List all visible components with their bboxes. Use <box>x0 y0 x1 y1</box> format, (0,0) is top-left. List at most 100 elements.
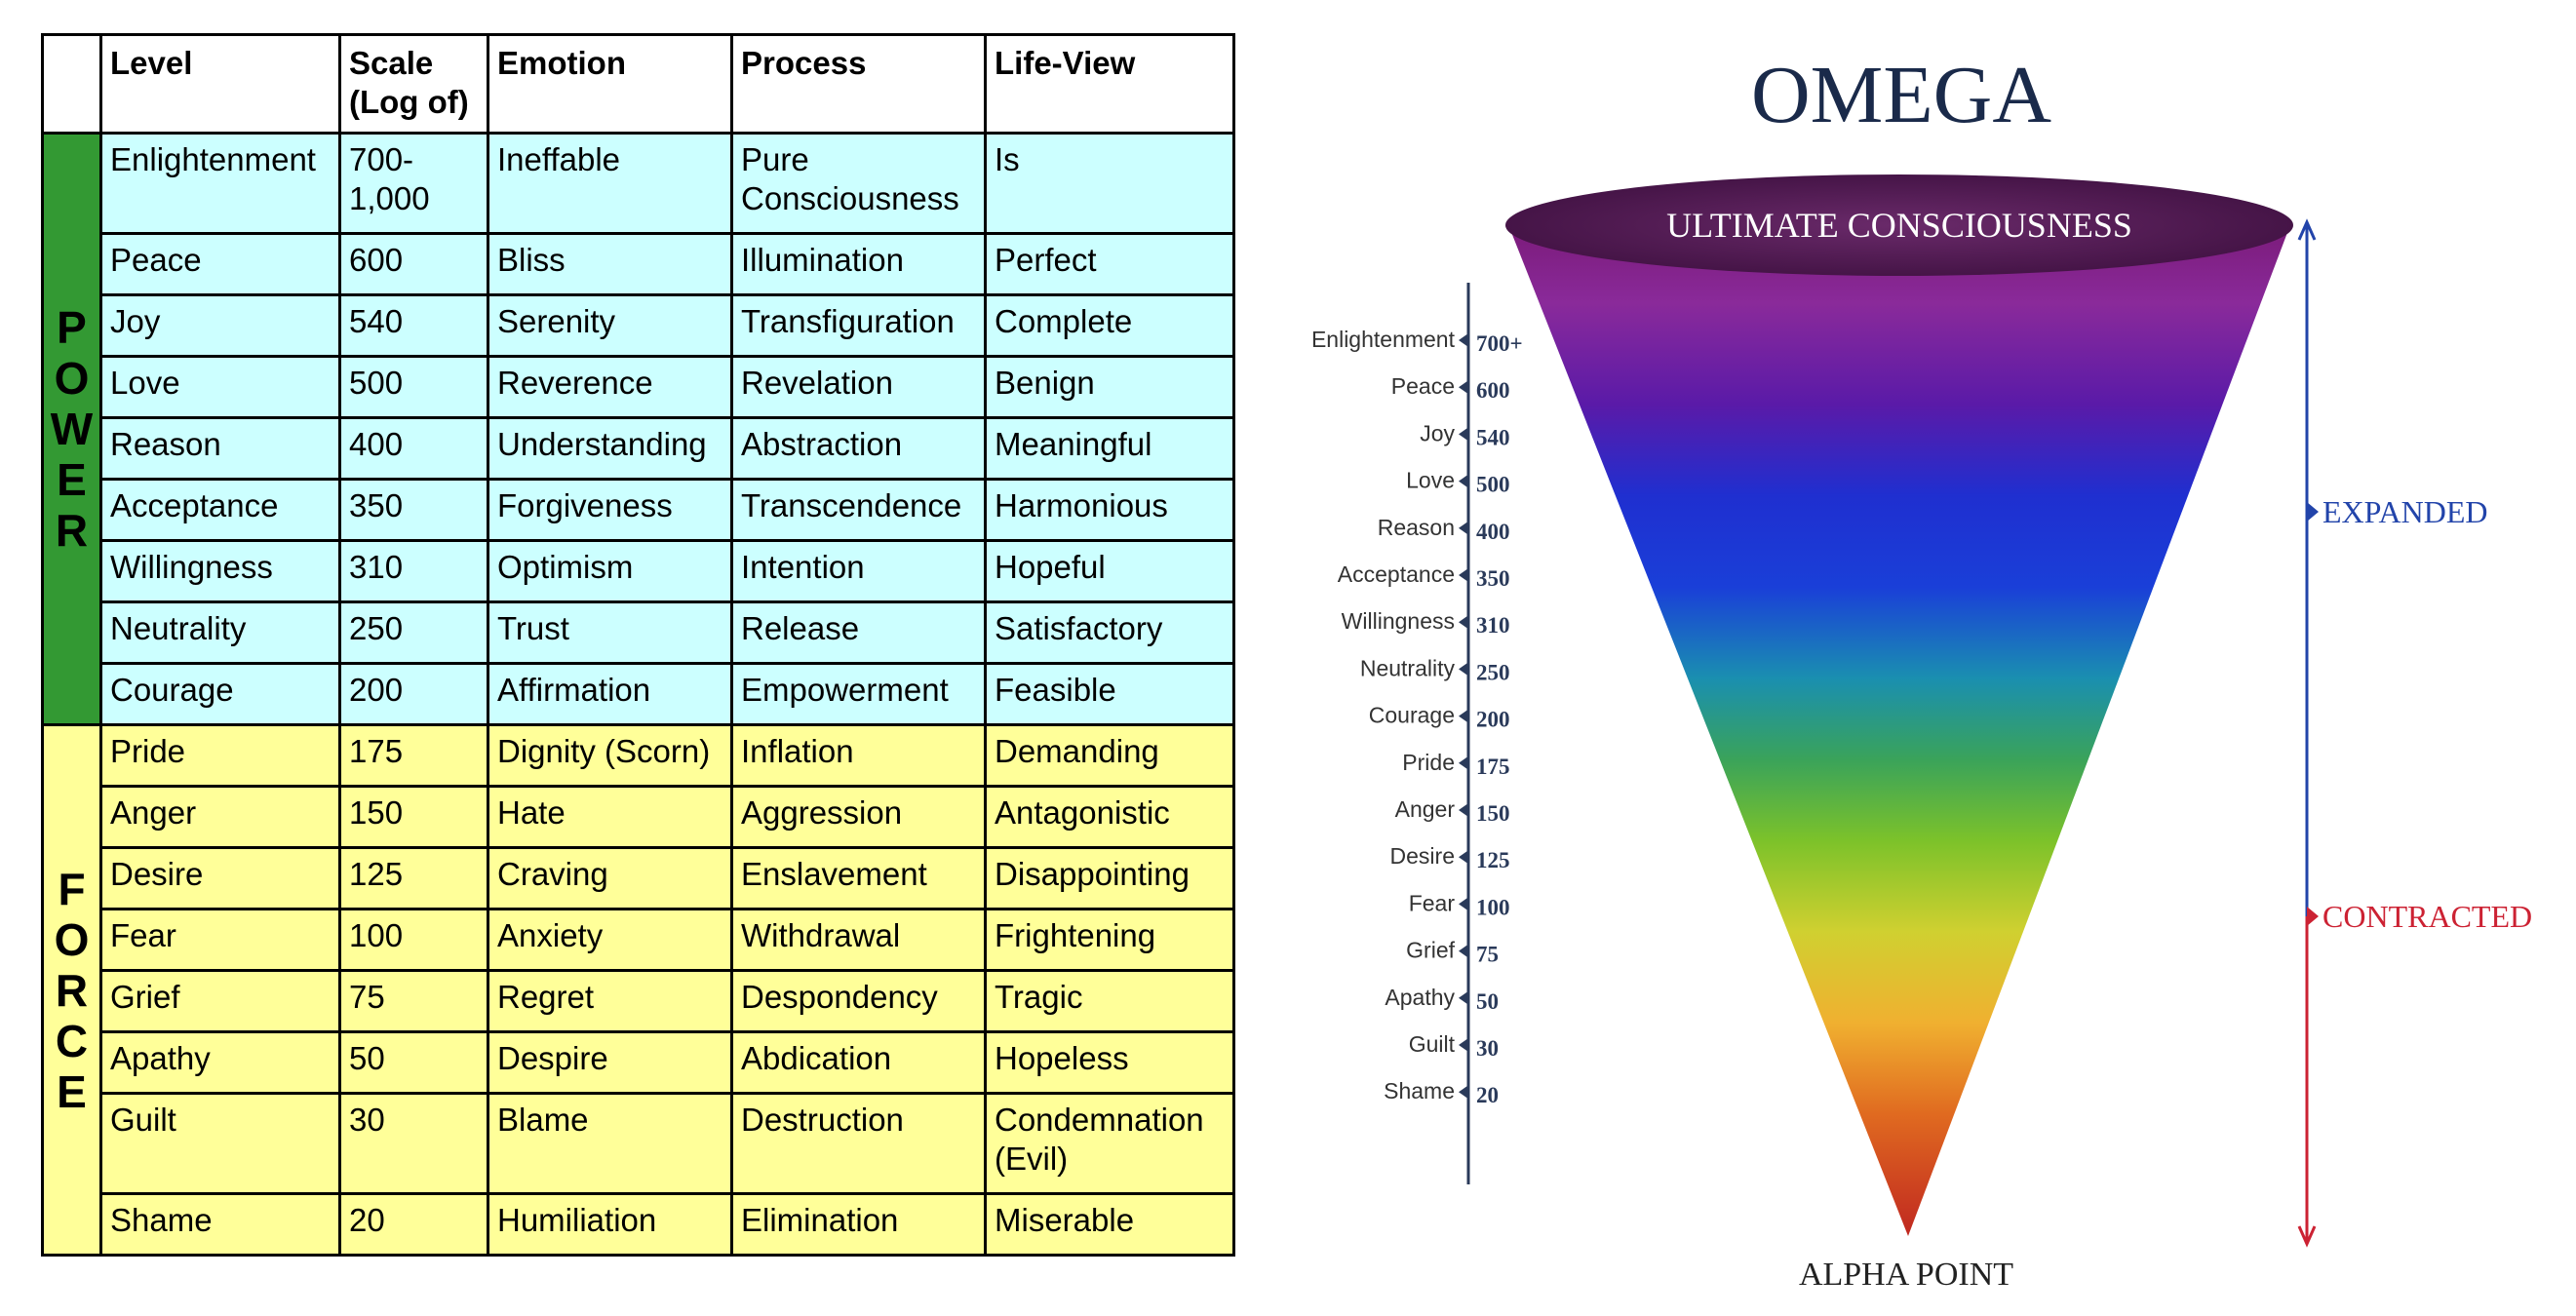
cell-scale: 20 <box>338 1192 489 1257</box>
cell-scale: 125 <box>338 846 489 910</box>
cell-process: Enslavement <box>730 846 987 910</box>
cell-life-view: Tragic <box>984 969 1235 1033</box>
cell-scale: 250 <box>338 600 489 665</box>
level-value-apathy: 50 <box>1476 989 1499 1014</box>
cell-emotion: Ineffable <box>487 132 733 235</box>
cell-scale: 600 <box>338 232 489 296</box>
table-row: Love 500 Reverence Revelation Benign <box>43 355 1235 419</box>
cell-process: Destruction <box>730 1092 987 1195</box>
cell-level: Apathy <box>99 1030 341 1095</box>
table-row: Fear 100 Anxiety Withdrawal Frightening <box>43 908 1235 972</box>
level-tick-marker <box>1459 709 1468 723</box>
table-row: P O W E R Enlightenment 700- 1,000 Ineffable Pur… <box>41 132 1235 726</box>
table-row: F O R C E Pride 175 Dignity (Scorn) Inflation Dem… <box>41 723 1235 1257</box>
table-row: Willingness 310 Optimism Intention Hopeful <box>43 539 1235 603</box>
level-name-joy: Joy <box>1420 420 1455 445</box>
level-value-peace: 600 <box>1476 378 1510 403</box>
cell-emotion: Hate <box>487 785 733 849</box>
cell-process: Withdrawal <box>730 908 987 972</box>
header-corner <box>41 33 102 135</box>
level-value-grief: 75 <box>1476 943 1499 967</box>
level-name-pride: Pride <box>1402 750 1455 775</box>
cell-scale: 100 <box>338 908 489 972</box>
table-row: Guilt 30 Blame Destruction Condemnation (Evi… <box>43 1092 1235 1195</box>
cell-process: Transfiguration <box>730 293 987 358</box>
table-row: Shame 20 Humiliation Elimination Miserable <box>43 1192 1235 1257</box>
cell-process: Revelation <box>730 355 987 419</box>
header-scale: Scale (Log of) <box>338 33 489 135</box>
cone-body <box>1507 222 2291 1236</box>
level-value-guilt: 30 <box>1476 1036 1499 1061</box>
cell-emotion: Serenity <box>487 293 733 358</box>
cell-scale: 540 <box>338 293 489 358</box>
cell-level: Joy <box>99 293 341 358</box>
cell-life-view: Miserable <box>984 1192 1235 1257</box>
cell-scale: 75 <box>338 969 489 1033</box>
level-value-pride: 175 <box>1476 755 1510 779</box>
cell-scale: 30 <box>338 1092 489 1195</box>
level-name-willingness: Willingness <box>1342 608 1455 634</box>
level-tick-marker <box>1459 897 1468 911</box>
expanded-marker <box>2307 502 2319 522</box>
cell-level: Acceptance <box>99 478 341 542</box>
level-name-neutrality: Neutrality <box>1360 655 1456 680</box>
table-row: Joy 540 Serenity Transfiguration Complete <box>43 293 1235 358</box>
level-tick-marker <box>1459 755 1468 770</box>
cell-scale: 500 <box>338 355 489 419</box>
cell-level: Love <box>99 355 341 419</box>
level-name-guilt: Guilt <box>1409 1031 1456 1057</box>
level-value-anger: 150 <box>1476 801 1510 826</box>
cell-scale: 150 <box>338 785 489 849</box>
cell-scale: 175 <box>338 723 489 788</box>
cell-process: Despondency <box>730 969 987 1033</box>
cell-level: Pride <box>99 723 341 788</box>
cell-scale: 200 <box>338 662 489 726</box>
level-tick-marker <box>1459 333 1468 347</box>
level-tick-marker <box>1459 568 1468 582</box>
level-tick-marker <box>1459 1085 1468 1100</box>
contracted-label: CONTRACTED <box>2322 899 2532 934</box>
cell-process: Inflation <box>730 723 987 788</box>
omega-cone-svg: OMEGA ULTIMATE CONSCIOUSNESS ALPHA POINT… <box>1311 50 2532 1293</box>
level-value-enlightenment: 700+ <box>1476 331 1523 356</box>
level-tick-marker <box>1459 1038 1468 1052</box>
cell-scale: 310 <box>338 539 489 603</box>
cone-top-ellipse <box>1505 174 2293 276</box>
level-tick-marker <box>1459 521 1468 535</box>
cell-scale: 350 <box>338 478 489 542</box>
expanded-arrowhead <box>2297 218 2317 241</box>
cell-process: Elimination <box>730 1192 987 1257</box>
cell-level: Fear <box>99 908 341 972</box>
cell-life-view: Complete <box>984 293 1235 358</box>
cell-life-view: Satisfactory <box>984 600 1235 665</box>
level-name-anger: Anger <box>1395 796 1456 822</box>
cell-scale: 400 <box>338 416 489 481</box>
level-name-peace: Peace <box>1391 373 1455 399</box>
cell-scale: 50 <box>338 1030 489 1095</box>
level-value-willingness: 310 <box>1476 613 1510 638</box>
cell-process: Intention <box>730 539 987 603</box>
cell-emotion: Understanding <box>487 416 733 481</box>
cell-emotion: Anxiety <box>487 908 733 972</box>
cell-life-view: Disappointing <box>984 846 1235 910</box>
cell-life-view: Is <box>984 132 1235 235</box>
cell-emotion: Trust <box>487 600 733 665</box>
cell-life-view: Harmonious <box>984 478 1235 542</box>
cell-level: Courage <box>99 662 341 726</box>
cell-process: Abstraction <box>730 416 987 481</box>
omega-cone-diagram: OMEGA ULTIMATE CONSCIOUSNESS ALPHA POINT… <box>1268 0 2576 1316</box>
table-row: Acceptance 350 Forgiveness Transcendence Har… <box>43 478 1235 542</box>
cell-level: Desire <box>99 846 341 910</box>
level-tick-marker <box>1459 990 1468 1005</box>
cell-level: Neutrality <box>99 600 341 665</box>
level-tick-marker <box>1459 380 1468 395</box>
header-process: Process <box>730 33 987 135</box>
table-row: Desire 125 Craving Enslavement Disappointing <box>43 846 1235 910</box>
cell-life-view: Benign <box>984 355 1235 419</box>
cell-life-view: Meaningful <box>984 416 1235 481</box>
level-name-acceptance: Acceptance <box>1338 561 1455 587</box>
table-row: Neutrality 250 Trust Release Satisfactory <box>43 600 1235 665</box>
cell-level: Guilt <box>99 1092 341 1195</box>
contracted-arrowhead <box>2297 1225 2317 1248</box>
